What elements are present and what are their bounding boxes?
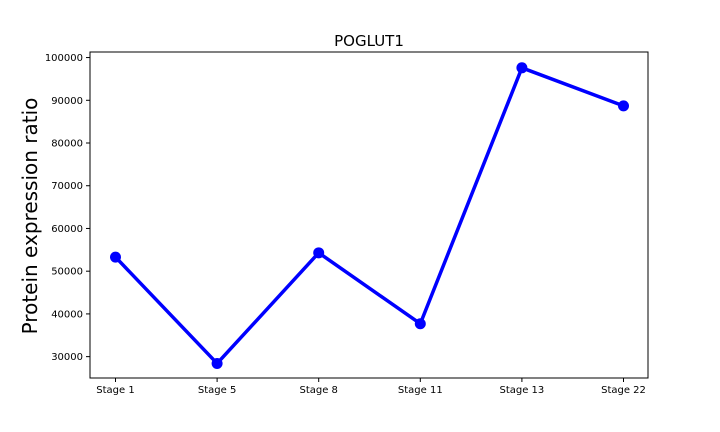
chart-title: POGLUT1 [334, 32, 404, 50]
data-point [211, 357, 223, 369]
y-tick-label: 80000 [51, 139, 83, 150]
plot-area [89, 51, 649, 379]
x-tick-label: Stage 5 [198, 385, 236, 396]
y-tick-label: 40000 [51, 309, 83, 320]
series-line [114, 66, 625, 366]
y-tick-label: 70000 [51, 181, 83, 192]
x-tick-label: Stage 13 [499, 385, 544, 396]
y-axis-label: Protein expression ratio [18, 98, 42, 335]
y-tick-label: 30000 [51, 352, 83, 363]
x-tick-label: Stage 22 [601, 385, 646, 396]
x-tick-label: Stage 1 [96, 385, 134, 396]
y-axis: 30000 40000 50000 60000 70000 80000 90000 10000… [45, 53, 90, 363]
data-point [110, 251, 121, 263]
y-tick-label: 50000 [51, 267, 83, 278]
x-axis: Stage 1 Stage 5 Stage 8 Stage 11 Stage 13 Sta… [96, 378, 646, 396]
y-tick-label: 100000 [45, 53, 83, 64]
data-point [618, 100, 629, 112]
x-tick-label: Stage 8 [299, 385, 337, 396]
data-point [414, 318, 426, 330]
y-tick-label: 90000 [51, 96, 83, 107]
series-group [110, 62, 629, 369]
y-tick-label: 60000 [51, 224, 83, 235]
data-point [313, 247, 325, 259]
data-point [516, 62, 528, 74]
x-tick-label: Stage 11 [398, 385, 443, 396]
